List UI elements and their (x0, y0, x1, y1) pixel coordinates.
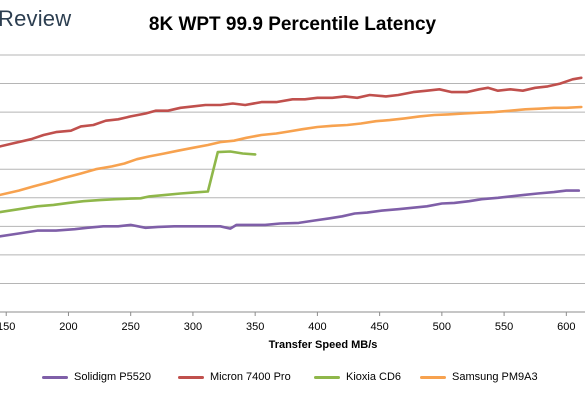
legend-label: Solidigm P5520 (74, 371, 152, 383)
legend-item-kioxia: Kioxia CD6 (314, 371, 401, 383)
legend-swatch (42, 375, 68, 379)
brand-logo-text: Review (0, 6, 72, 31)
legend-item-micron: Micron 7400 Pro (178, 371, 291, 383)
legend-item-solidigm: Solidigm P5520 (42, 371, 151, 383)
x-tick-label: 550 (495, 321, 513, 333)
x-tick-label: 450 (370, 321, 388, 333)
series-line-kioxia-cd6 (0, 150, 257, 214)
x-tick-label: 600 (557, 321, 575, 333)
x-tick-label: 150 (0, 321, 15, 333)
x-tick-label: 350 (246, 321, 264, 333)
gridlines (0, 54, 585, 284)
x-tick-label: 200 (59, 321, 77, 333)
series-line-samsung-pm9a3 (0, 105, 583, 197)
series-line-micron-7400-pro (0, 76, 583, 148)
legend-swatch (178, 375, 204, 379)
legend-swatch (314, 375, 340, 379)
legend-swatch (420, 375, 446, 379)
chart-title: 8K WPT 99.9 Percentile Latency (148, 14, 437, 35)
x-tick-label: 250 (122, 321, 140, 333)
x-axis-label: Transfer Speed MB/s (269, 339, 378, 351)
series-lines (0, 76, 583, 238)
x-axis: 150 200 250 300 350 400 450 500 550 600 (0, 311, 585, 333)
legend: Solidigm P5520 Micron 7400 Pro Kioxia CD… (0, 371, 585, 391)
legend-item-samsung: Samsung PM9A3 (420, 371, 538, 383)
series-line-solidigm-p5520 (0, 189, 581, 238)
x-tick-label: 300 (184, 321, 202, 333)
legend-label: Micron 7400 Pro (210, 371, 291, 383)
legend-label: Samsung PM9A3 (452, 371, 538, 383)
x-tick-label: 400 (308, 321, 326, 333)
legend-label: Kioxia CD6 (346, 371, 402, 383)
x-tick-label: 500 (433, 321, 451, 333)
